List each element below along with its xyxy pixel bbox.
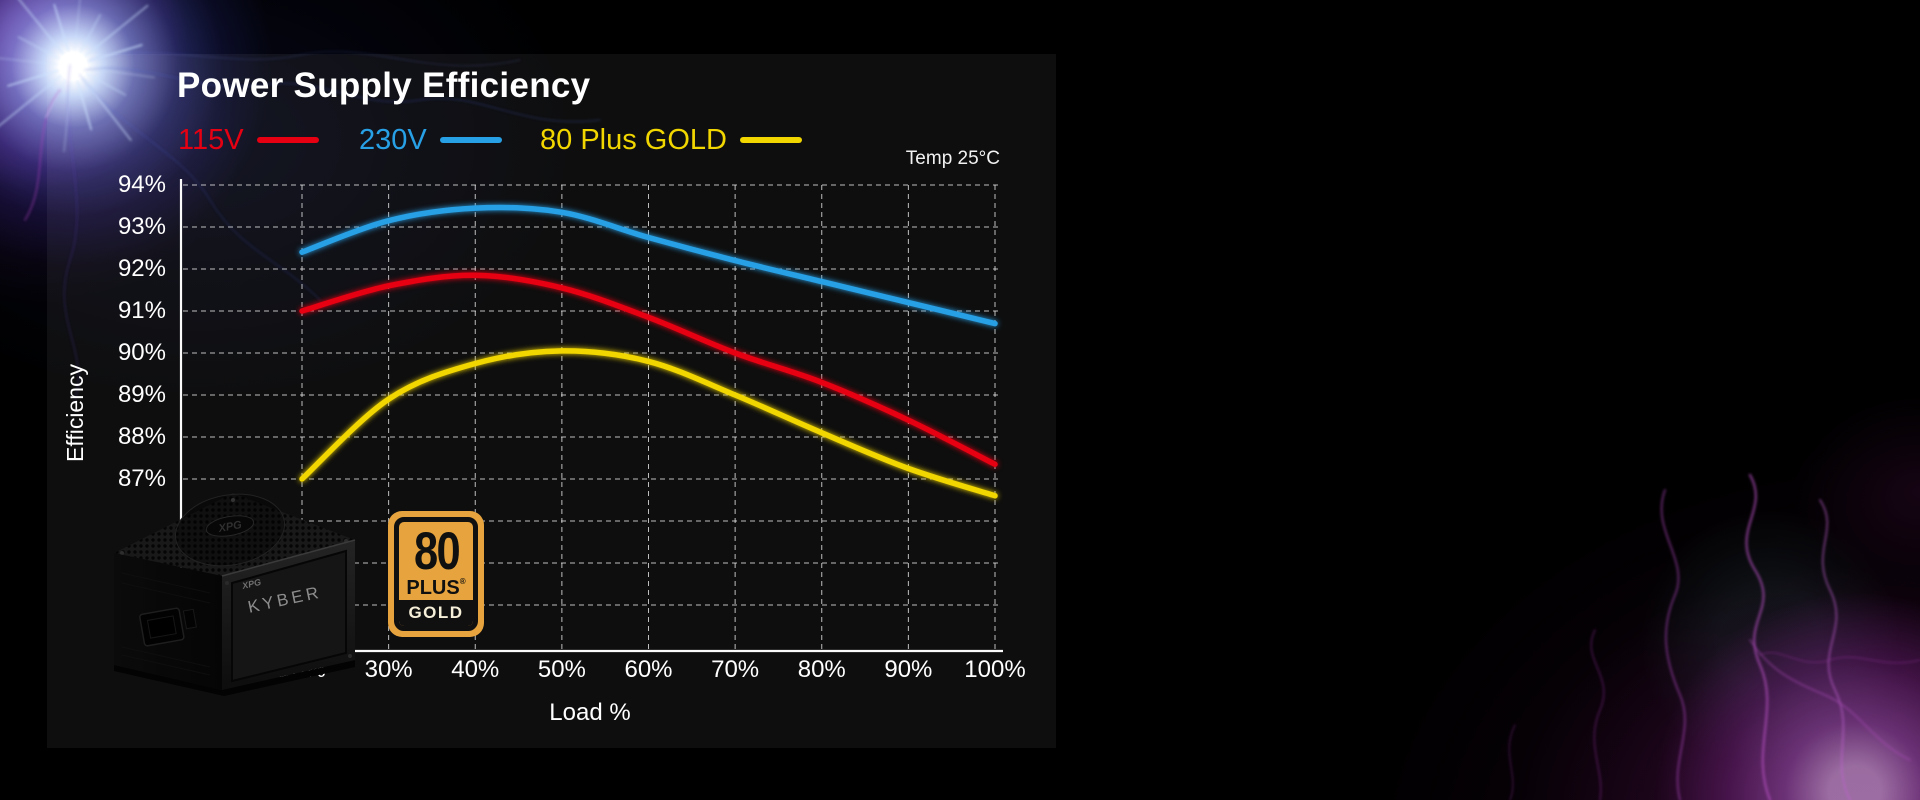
legend-item-230v: 230V xyxy=(359,122,502,158)
legend-item-115v: 115V xyxy=(178,122,319,158)
x-tick-label: 30% xyxy=(364,656,413,683)
x-tick-label: 100% xyxy=(964,656,1026,683)
badge-tier-label: GOLD xyxy=(399,600,473,626)
y-tick-label: 89% xyxy=(117,381,166,408)
legend-label-230v: 230V xyxy=(359,123,427,156)
badge-plus-label: PLUS ® xyxy=(406,577,466,599)
plasma-spike xyxy=(79,13,102,53)
psu-ac-inlet xyxy=(139,607,197,647)
psu-fan-hub xyxy=(205,515,255,537)
lightning-streaks xyxy=(1508,473,1920,800)
badge-80plus-gold: 80 PLUS ® GOLD xyxy=(388,511,484,637)
psu-brand-logo-top: XPG xyxy=(217,519,243,535)
plasma-spike xyxy=(53,3,70,52)
lightning-bottomright xyxy=(1300,340,1920,800)
y-tick-label: 90% xyxy=(117,339,166,366)
x-tick-label: 50% xyxy=(537,656,586,683)
psu-vents xyxy=(121,572,211,676)
psu-side-panel xyxy=(231,549,347,683)
psu-screw xyxy=(225,581,229,585)
y-tick-label: 92% xyxy=(117,255,166,282)
badge-number: 80 xyxy=(413,522,460,581)
plasma-spike xyxy=(73,0,81,51)
legend-swatch-230v xyxy=(439,137,502,143)
psu-power-switch xyxy=(182,608,197,630)
plasma-spike xyxy=(84,4,149,57)
temp-annotation: Temp 25°C xyxy=(905,148,1000,169)
legend-swatch-115v xyxy=(256,137,319,143)
y-tick-label: 91% xyxy=(117,297,166,324)
legend-swatch-80plus-gold xyxy=(739,137,802,143)
x-tick-label: 60% xyxy=(624,656,673,683)
badge-registered-mark: ® xyxy=(459,577,466,586)
legend-label-80plus-gold: 80 Plus GOLD xyxy=(540,123,727,156)
psu-base-shadow xyxy=(114,660,355,696)
y-tick-label: 93% xyxy=(117,213,166,240)
legend-label-115v: 115V xyxy=(178,123,244,156)
y-tick-label: 87% xyxy=(117,465,166,492)
y-tick-label: 88% xyxy=(117,423,166,450)
y-tick-label: 94% xyxy=(117,171,166,198)
x-tick-label: 70% xyxy=(711,656,760,683)
badge-inner-frame: 80 PLUS ® GOLD xyxy=(394,517,478,631)
x-tick-label: 90% xyxy=(884,656,933,683)
glow-right-edge xyxy=(1700,340,1920,640)
x-axis-title: Load % xyxy=(549,699,631,726)
plasma-spike xyxy=(18,0,64,55)
x-tick-label: 40% xyxy=(451,656,500,683)
x-tick-label: 80% xyxy=(797,656,846,683)
psu-brand-logo-side: XPG xyxy=(240,577,262,591)
product-image-psu: XPG XPG KYBER xyxy=(114,493,356,696)
psu-screw xyxy=(120,551,124,555)
legend-item-80plus-gold: 80 Plus GOLD xyxy=(540,122,802,158)
psu-screw xyxy=(231,498,235,502)
chart-title: Power Supply Efficiency xyxy=(177,66,591,105)
psu-screw xyxy=(348,654,352,658)
